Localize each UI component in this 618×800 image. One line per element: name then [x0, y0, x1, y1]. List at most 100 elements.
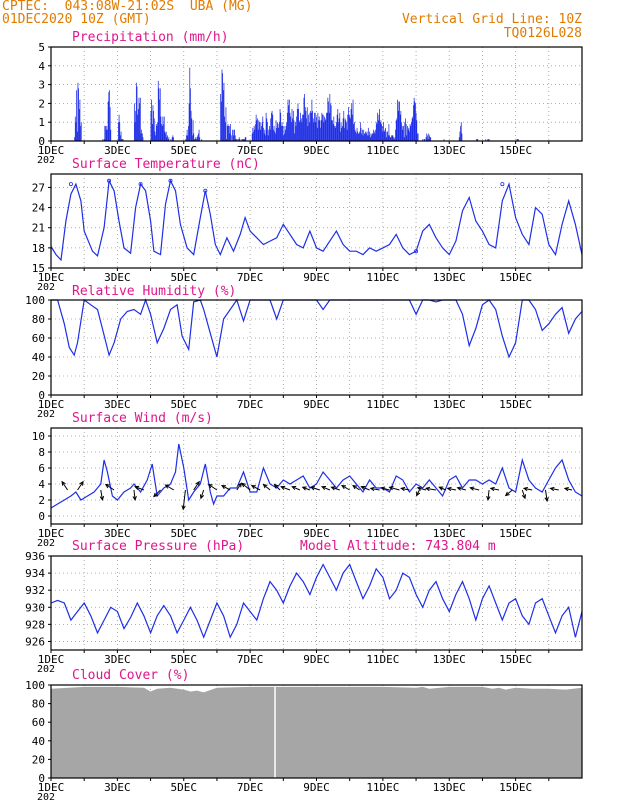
precip-bar: [302, 114, 303, 141]
y-tick-label: 2: [38, 494, 45, 507]
precip-bar: [458, 137, 460, 141]
precip-bar: [256, 120, 258, 141]
wind-arrow-shaft: [381, 487, 390, 491]
x-tick-label: 7DEC: [237, 398, 264, 411]
year-fragment: 202: [37, 155, 55, 166]
precip-bar: [356, 127, 358, 141]
y-tick-label: 932: [25, 584, 45, 597]
x-tick-label: 1DEC: [38, 527, 65, 540]
x-tick-label: 1DEC: [38, 653, 65, 666]
precip-bar: [370, 133, 372, 141]
precip-bar: [222, 73, 224, 141]
precip-bar: [352, 99, 354, 141]
precip-bar: [327, 97, 329, 141]
wind-arrow-head: [369, 486, 375, 492]
wind-arrow-head: [199, 494, 205, 500]
precip-bar: [137, 109, 139, 141]
x-tick-label: 3DEC: [104, 144, 131, 157]
x-tick-label: 13DEC: [433, 398, 466, 411]
precip-bar: [78, 88, 79, 141]
x-tick-label: 7DEC: [237, 144, 264, 157]
precip-bar: [152, 105, 154, 141]
precip-bar: [277, 124, 279, 141]
precip-bar: [416, 120, 418, 141]
precip-bar: [391, 135, 393, 141]
year-fragment: 202: [37, 409, 55, 420]
precip-bar: [295, 125, 297, 141]
precip-bar: [379, 122, 381, 141]
precip-bar: [292, 118, 294, 141]
wind-arrow-shaft: [425, 487, 437, 491]
x-tick-label: 15DEC: [499, 144, 532, 157]
precip-bar: [109, 90, 110, 141]
y-tick-label: 0: [38, 135, 45, 148]
precip-bar: [234, 129, 235, 141]
x-tick-label: 1DEC: [38, 781, 65, 794]
precip-bar: [323, 122, 325, 141]
precip-bar: [363, 129, 365, 141]
precip-bar: [390, 137, 392, 141]
x-tick-label: 5DEC: [171, 781, 198, 794]
precip-bar: [425, 137, 427, 141]
x-tick-label: 13DEC: [433, 271, 466, 284]
precip-bar: [307, 125, 309, 141]
precip-bar: [400, 110, 402, 141]
precip-bar: [335, 125, 337, 141]
precip-bar: [155, 124, 157, 141]
precip-bar: [412, 116, 414, 141]
wind-arrow-shaft: [341, 485, 350, 491]
wind-arrow-shaft: [77, 481, 84, 491]
wind-arrow-head: [544, 497, 549, 503]
precip-bar: [516, 139, 518, 141]
precip-bar: [298, 122, 300, 141]
wind-arrow-head: [522, 486, 528, 492]
wind-arrow-shaft: [200, 489, 205, 499]
x-tick-label: 9DEC: [303, 144, 330, 157]
precip-bar: [430, 137, 432, 141]
wind-arrow-shaft: [331, 486, 340, 491]
x-tick-label: 15DEC: [499, 781, 532, 794]
precip-bar: [488, 139, 490, 141]
year-fragment: 202: [37, 664, 55, 675]
y-tick-label: 8: [38, 446, 45, 459]
precip-bar: [314, 112, 315, 141]
y-tick-label: 10: [32, 430, 45, 443]
precip-bar: [166, 137, 168, 141]
wind-arrow-shaft: [361, 486, 370, 491]
wind-arrow-head: [469, 486, 475, 491]
precip-bar: [298, 109, 300, 141]
precip-bar: [361, 133, 363, 141]
precip-bar: [109, 107, 111, 141]
precip-bar: [424, 139, 426, 141]
wind-arrow-head: [504, 491, 510, 497]
precip-bar: [282, 135, 284, 141]
precip-bar: [259, 122, 260, 141]
precip-bar: [375, 122, 377, 141]
precip-bar: [151, 124, 153, 141]
y-tick-label: 20: [32, 753, 45, 766]
precip-bar: [157, 80, 159, 141]
precip-bar: [411, 118, 413, 141]
precip-bar: [345, 120, 347, 141]
precip-bar: [266, 118, 268, 141]
precip-bar: [239, 139, 241, 141]
precip-bar: [188, 125, 189, 141]
precip-bar: [409, 131, 410, 141]
precip-bar: [415, 103, 416, 141]
x-tick-label: 11DEC: [366, 271, 399, 284]
precip-bar: [517, 139, 519, 141]
precip-bar: [380, 120, 382, 141]
precip-bar: [375, 129, 377, 141]
precip-bar: [135, 110, 137, 141]
x-tick-label: 3DEC: [104, 653, 131, 666]
precip-bar: [324, 118, 326, 141]
precip-bar: [140, 133, 142, 141]
wind-arrow-head: [79, 480, 84, 486]
precip-bar: [339, 112, 341, 141]
precip-bar: [252, 127, 254, 141]
precip-bar: [188, 103, 190, 141]
precip-bar: [199, 137, 201, 141]
y-tick-label: 100: [25, 679, 45, 692]
precip-bar: [313, 122, 315, 141]
